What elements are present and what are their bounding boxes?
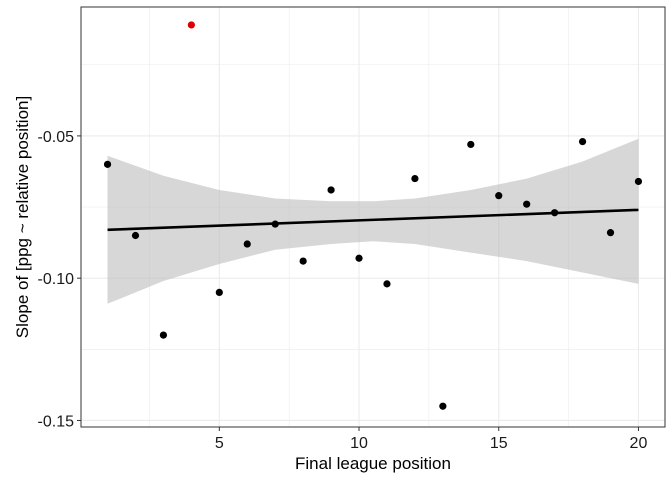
x-tick-label: 20 — [630, 435, 648, 452]
data-point — [495, 192, 503, 200]
data-point — [523, 200, 531, 208]
highlighted-data-point — [187, 21, 195, 29]
y-tick-label: -0.10 — [38, 271, 75, 288]
data-point — [578, 137, 587, 146]
data-point — [159, 331, 168, 339]
confidence-band-layer — [107, 138, 639, 304]
data-point — [243, 240, 251, 248]
data-point — [551, 209, 559, 217]
data-point — [411, 174, 419, 183]
x-tick-label: 5 — [215, 435, 224, 452]
x-axis: 5 10 15 20 — [215, 427, 648, 452]
data-point — [103, 160, 112, 168]
data-point — [439, 402, 447, 410]
confidence-band — [107, 138, 639, 304]
x-axis-title: Final league position — [295, 454, 451, 473]
y-tick-label: -0.15 — [38, 413, 75, 430]
y-tick-label: -0.05 — [38, 129, 75, 146]
y-axis: -0.15 -0.10 -0.05 — [38, 129, 81, 430]
data-point — [355, 254, 363, 262]
panel-border — [80, 6, 666, 428]
regression-line — [107, 208, 639, 232]
data-point — [271, 220, 279, 228]
x-tick-label: 10 — [350, 435, 368, 452]
fit-line-layer — [107, 208, 639, 232]
data-point — [299, 257, 307, 265]
data-point — [215, 288, 223, 297]
data-point — [634, 177, 643, 186]
data-point — [383, 280, 391, 288]
data-point — [327, 186, 335, 194]
data-point — [467, 140, 475, 149]
x-tick-label: 15 — [490, 435, 508, 452]
y-axis-title: Slope of [ppg ~ relative position] — [13, 96, 32, 338]
data-point — [606, 229, 615, 237]
data-points — [103, 21, 643, 410]
data-point — [131, 231, 140, 240]
